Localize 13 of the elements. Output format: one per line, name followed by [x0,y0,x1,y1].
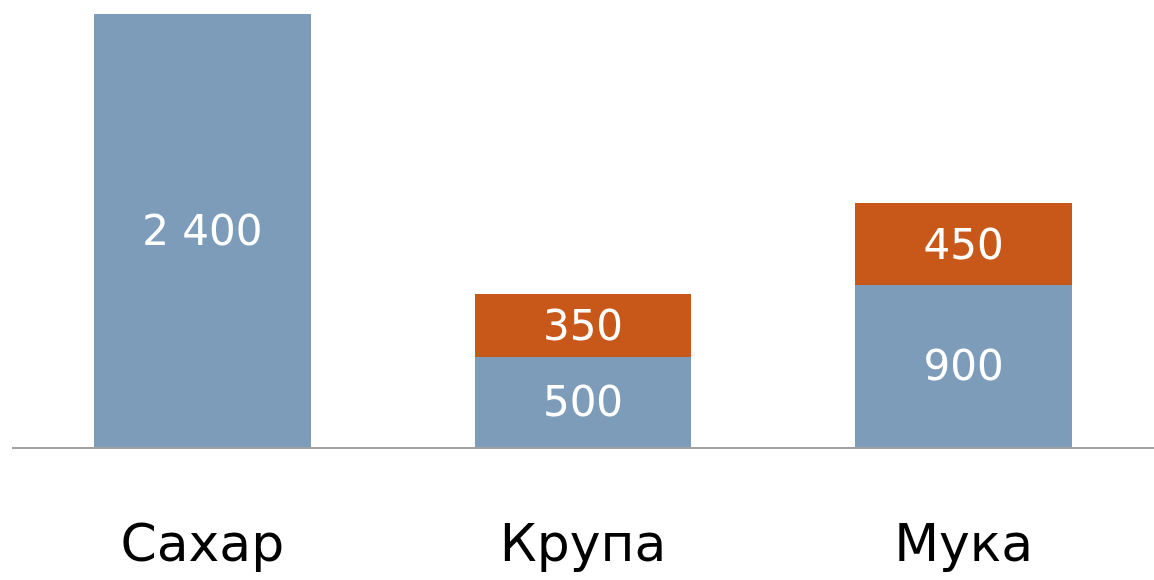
bar [474,293,692,357]
bar [93,14,311,447]
data-label: 500 [542,377,624,427]
bar [855,203,1073,285]
data-label: 900 [923,341,1004,391]
x-tick-label: Крупа [499,513,667,574]
bar [474,356,692,447]
data-label: 350 [542,300,624,350]
x-tick-label: Мука [894,513,1034,574]
data-label: 450 [923,219,1004,269]
data-label: 2 400 [142,206,263,255]
x-tick-label: Сахар [120,513,285,574]
bar [855,284,1073,447]
